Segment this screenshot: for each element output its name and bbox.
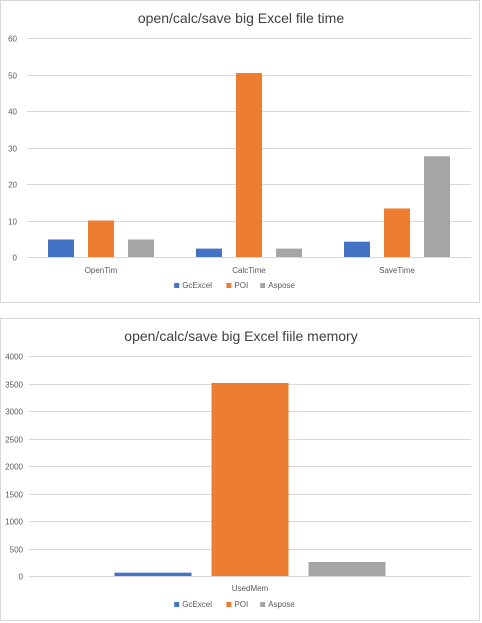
y-tick-label: 3000 — [5, 408, 23, 417]
y-tick-label: 30 — [8, 145, 17, 154]
y-tick-label: 500 — [10, 546, 24, 555]
y-tick-label: 40 — [8, 108, 17, 117]
x-category-label: OpenTim — [85, 266, 118, 275]
y-tick-label: 20 — [8, 181, 17, 190]
legend-swatch-gcexcel — [174, 602, 180, 607]
y-tick-label: 2500 — [5, 436, 23, 445]
legend-label-aspose: Aspose — [268, 281, 295, 290]
y-tick-label: 60 — [8, 35, 17, 44]
bars — [48, 73, 450, 257]
legend-swatch-poi — [226, 283, 232, 288]
legend-swatch-aspose — [260, 283, 266, 288]
bar-aspose-opentim — [128, 239, 154, 257]
legend-label-gcexcel: GcExcel — [182, 600, 212, 609]
y-tick-label: 0 — [13, 254, 18, 263]
chart-title: open/calc/save big Excel file time — [138, 10, 344, 26]
x-category-label: CalcTime — [232, 266, 266, 275]
x-category-label: UsedMem — [232, 584, 269, 593]
bar-aspose-savetime — [424, 156, 450, 257]
y-tick-label: 1000 — [5, 518, 23, 527]
bar-poi-opentim — [88, 220, 114, 257]
bar-gcexcel-calctime — [196, 248, 222, 257]
bar-aspose-usedmem — [308, 561, 386, 576]
legend: GcExcel POI Aspose — [174, 600, 295, 609]
time-chart-svg: open/calc/save big Excel file time 0 10 20… — [8, 10, 471, 290]
y-tick-label: 4000 — [5, 353, 23, 362]
bar-gcexcel-opentim — [48, 239, 74, 257]
bar-aspose-calctime — [276, 248, 302, 257]
legend-label-poi: POI — [234, 281, 248, 290]
bar-poi-savetime — [384, 208, 410, 257]
bar-gcexcel-usedmem — [114, 572, 192, 576]
bar-poi-usedmem — [211, 382, 289, 576]
y-tick-label: 50 — [8, 72, 17, 81]
y-tick-label: 0 — [19, 573, 24, 582]
y-tick-label: 2000 — [5, 463, 23, 472]
bars — [114, 382, 386, 576]
legend-swatch-aspose — [260, 602, 266, 607]
legend-label-gcexcel: GcExcel — [182, 281, 212, 290]
x-category-label: SaveTime — [379, 266, 415, 275]
chart-title: open/calc/save big Excel fiile memory — [124, 328, 357, 344]
bar-gcexcel-savetime — [344, 241, 370, 257]
y-tick-label: 1500 — [5, 491, 23, 500]
memory-chart: open/calc/save big Excel fiile memory 0 5… — [0, 318, 480, 621]
legend-swatch-gcexcel — [174, 283, 180, 288]
time-chart: open/calc/save big Excel file time 0 10 20… — [0, 0, 480, 303]
legend-label-aspose: Aspose — [268, 600, 295, 609]
legend: GcExcel POI Aspose — [174, 281, 295, 290]
bar-poi-calctime — [236, 73, 262, 257]
legend-label-poi: POI — [234, 600, 248, 609]
memory-chart-svg: open/calc/save big Excel fiile memory 0 5… — [5, 328, 471, 609]
y-tick-label: 10 — [8, 218, 17, 227]
y-tick-label: 3500 — [5, 381, 23, 390]
legend-swatch-poi — [226, 602, 232, 607]
